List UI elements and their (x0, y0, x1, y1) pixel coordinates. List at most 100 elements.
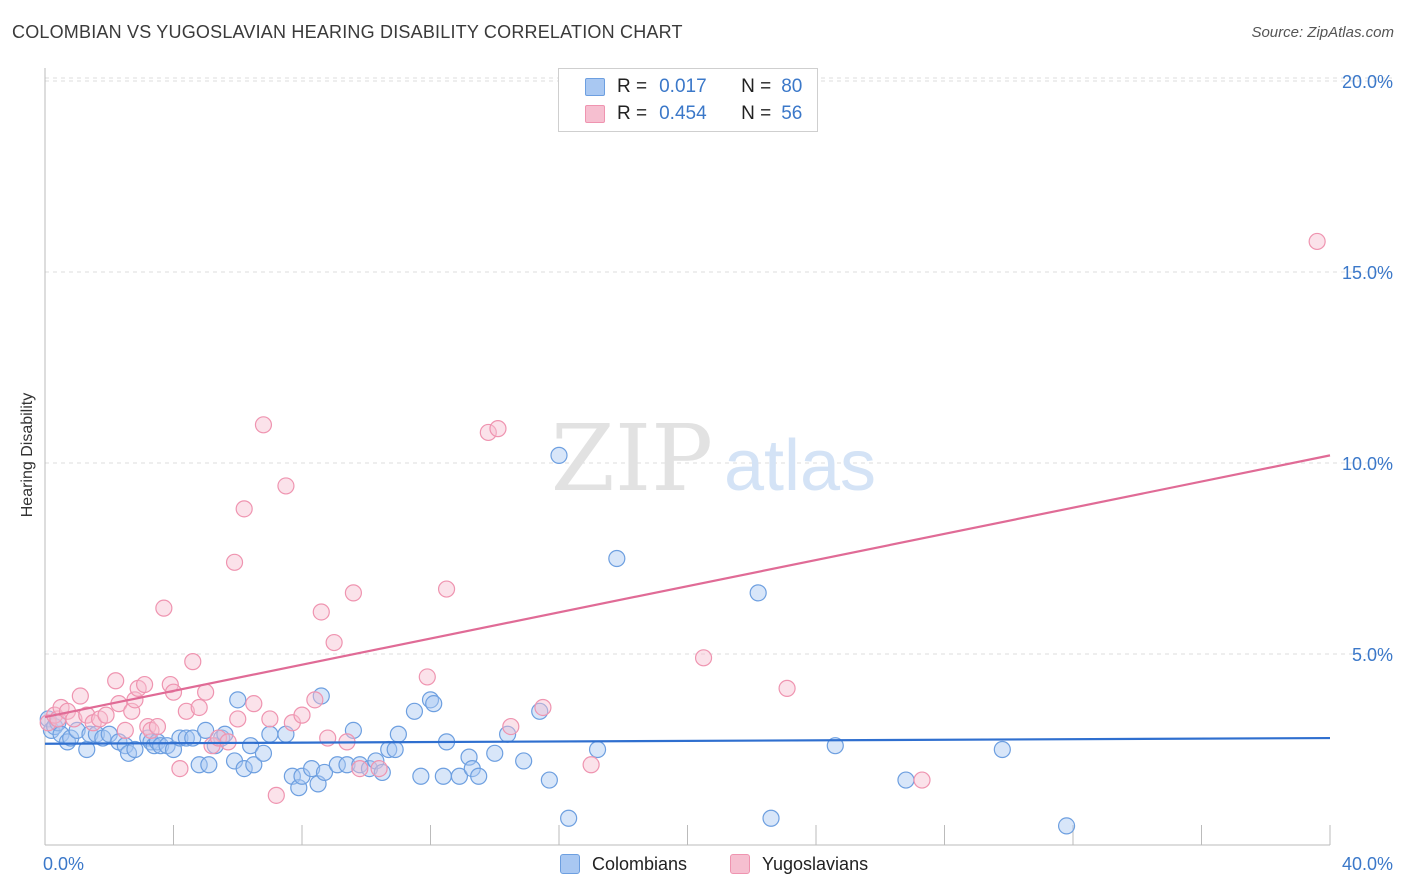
n-value: 56 (781, 103, 803, 124)
r-value: 0.454 (659, 103, 707, 124)
yugoslavian-point (293, 706, 311, 724)
colombian-point (315, 763, 334, 782)
colombian-point (405, 702, 424, 720)
yugoslavian-point (184, 653, 202, 671)
yugoslavian-point (1308, 232, 1326, 251)
colombians-trend-line (44, 736, 1331, 745)
colombian-point (550, 446, 568, 464)
yugoslavian-point (418, 668, 436, 686)
yugoslavian-point (489, 420, 507, 438)
yugoslavian-point (245, 695, 263, 713)
yugoslavian-point (225, 553, 244, 571)
colombian-point (450, 767, 469, 785)
y-tick-label: 10.0% (1342, 454, 1393, 474)
colombian-point (486, 744, 504, 762)
pink-swatch (585, 105, 605, 123)
colombian-point (235, 759, 253, 778)
yugoslavian-point (116, 721, 134, 740)
colombian-point (197, 721, 215, 740)
colombian-point (261, 725, 279, 743)
yugoslavian-point (155, 599, 173, 617)
yugoslavian-point (344, 584, 362, 602)
blue-swatch (585, 78, 605, 96)
yugoslavian-point (479, 423, 497, 442)
n-label: N = (741, 76, 772, 97)
watermark: ZIP atlas (551, 405, 876, 512)
yugoslavian-point (197, 683, 215, 701)
colombian-point (762, 809, 780, 827)
yugoslavian-point (107, 672, 125, 690)
tick-labels: 5.0% 10.0% 15.0% 20.0% 0.0% 40.0% (43, 72, 1393, 874)
x-tick-label: 0.0% (43, 854, 84, 874)
colombian-point (749, 584, 767, 602)
colombian-point (190, 756, 208, 774)
watermark-atlas: atlas (724, 426, 876, 506)
colombian-point (171, 729, 189, 747)
colombian-point (897, 771, 915, 789)
grid-lines (45, 77, 1392, 655)
colombian-point (470, 767, 488, 785)
yugoslavian-point (913, 771, 931, 789)
yugoslavian-point (148, 717, 167, 736)
n-value: 80 (781, 76, 803, 97)
yugoslavian-point (351, 759, 369, 778)
colombian-point (560, 809, 578, 827)
colombian-point (993, 740, 1011, 759)
stats-legend: R = 0.017 N = 80 R = 0.454 N = 56 (558, 68, 818, 132)
n-label: N = (741, 103, 772, 124)
yugoslavian-point (71, 687, 89, 705)
y-tick-label: 15.0% (1342, 263, 1393, 283)
legend-colombians-label: Colombians (592, 853, 688, 874)
colombian-point (1057, 817, 1076, 835)
yugoslavian-point (582, 756, 600, 774)
colombian-point (515, 752, 533, 770)
legend-yugoslavians-label: Yugoslavians (762, 853, 869, 874)
colombian-point (412, 767, 430, 785)
colombian-point (338, 756, 356, 774)
yugoslavian-point (370, 759, 388, 778)
yugoslavians-points (39, 232, 1326, 804)
yugoslavian-point (534, 698, 552, 717)
colombian-point (242, 737, 260, 755)
pink-swatch (730, 854, 750, 874)
yugoslavian-point (325, 633, 343, 652)
yugoslavian-point (235, 500, 253, 518)
colombian-point (389, 725, 407, 743)
colombian-point (254, 744, 273, 762)
legend-yugoslavians: Yugoslavians (730, 852, 868, 876)
yugoslavian-point (229, 710, 247, 728)
yugoslavian-point (171, 759, 189, 778)
r-value: 0.017 (659, 76, 707, 97)
yugoslavian-point (277, 477, 295, 495)
yugoslavian-point (319, 729, 337, 747)
source-credit: Source: ZipAtlas.com (1251, 24, 1394, 41)
colombian-point (200, 756, 218, 774)
colombian-point (245, 756, 263, 774)
legend-colombians: Colombians (560, 852, 687, 876)
colombian-point (386, 740, 404, 759)
yugoslavian-point (177, 702, 195, 720)
colombian-point (328, 756, 346, 774)
colombian-point (434, 767, 452, 785)
yugoslavians-trend-line (44, 454, 1331, 719)
colombian-point (540, 771, 558, 789)
yugoslavian-point (261, 710, 279, 728)
blue-swatch (560, 854, 580, 874)
yugoslavian-point (254, 416, 273, 434)
colombian-point (588, 740, 607, 759)
colombian-point (425, 695, 443, 713)
r-label: R = (617, 103, 648, 124)
watermark-zip: ZIP (551, 405, 713, 512)
yugoslavian-point (190, 698, 208, 717)
yugoslavian-point (312, 603, 330, 621)
yugoslavian-point (502, 717, 520, 736)
legend-row-yugoslavians: R = 0.454 N = 56 (585, 101, 802, 127)
yugoslavian-point (437, 580, 456, 598)
legend-row-colombians: R = 0.017 N = 80 (585, 74, 802, 100)
chart-title: COLOMBIAN VS YUGOSLAVIAN HEARING DISABIL… (12, 22, 683, 42)
yugoslavian-point (694, 649, 713, 667)
x-tick-label: 40.0% (1342, 854, 1393, 874)
yugoslavian-point (97, 706, 115, 724)
yugoslavian-point (778, 679, 796, 697)
